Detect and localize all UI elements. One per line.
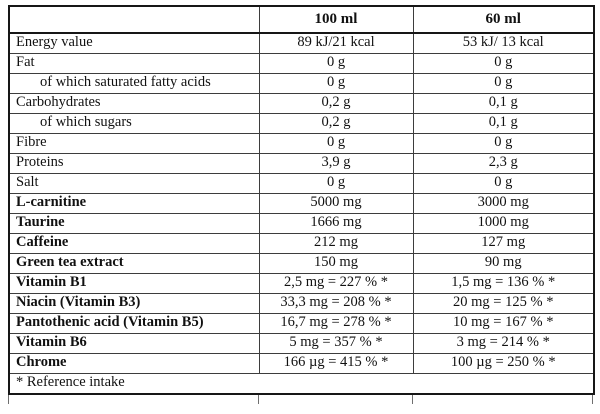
value-60ml: 2,3 g [412,152,595,174]
value-60ml: 0 g [412,172,595,194]
value-60ml: 1,5 mg = 136 % * [412,272,595,294]
table-row: Green tea extract 150 mg 90 mg [8,252,595,274]
row-label: Taurine [8,212,260,234]
table-row: Carbohydrates 0,2 g 0,1 g [8,92,595,114]
nutrition-table: 100 ml 60 ml Energy value 89 kJ/21 kcal 53… [8,5,595,395]
header-row: 100 ml 60 ml [8,5,595,34]
value-60ml: 0 g [412,132,595,154]
table-border-stub [258,395,259,404]
header-cell-blank [8,5,260,34]
table-footer: * Reference intake [8,372,595,395]
value-60ml: 3 mg = 214 % * [412,332,595,354]
row-label: Pantothenic acid (Vitamin B5) [8,312,260,334]
value-100ml: 0 g [258,132,414,154]
value-100ml: 5000 mg [258,192,414,214]
row-label: Niacin (Vitamin B3) [8,292,260,314]
table-border-stub [8,395,9,404]
header-cell-100ml: 100 ml [258,5,414,34]
row-label: Carbohydrates [8,92,260,114]
table-border-stub [592,395,593,404]
value-100ml: 33,3 mg = 208 % * [258,292,414,314]
row-label: Salt [8,172,260,194]
row-label: Proteins [8,152,260,174]
value-100ml: 16,7 mg = 278 % * [258,312,414,334]
value-100ml: 212 mg [258,232,414,254]
nutrition-table-container: 100 ml 60 ml Energy value 89 kJ/21 kcal 53… [8,5,595,404]
value-60ml: 90 mg [412,252,595,274]
row-label: Green tea extract [8,252,260,274]
value-100ml: 1666 mg [258,212,414,234]
value-60ml: 1000 mg [412,212,595,234]
table-row: of which sugars 0,2 g 0,1 g [8,112,595,134]
value-60ml: 3000 mg [412,192,595,214]
value-60ml: 20 mg = 125 % * [412,292,595,314]
table-row: Energy value 89 kJ/21 kcal 53 kJ/ 13 kcal [8,32,595,54]
reference-intake-note: * Reference intake [8,372,595,395]
row-label: Chrome [8,352,260,374]
row-label: Energy value [8,32,260,54]
table-row: Caffeine 212 mg 127 mg [8,232,595,254]
table-border-stub [412,395,413,404]
value-60ml: 100 µg = 250 % * [412,352,595,374]
table-row: Proteins 3,9 g 2,3 g [8,152,595,174]
value-100ml: 2,5 mg = 227 % * [258,272,414,294]
value-60ml: 127 mg [412,232,595,254]
value-60ml: 0 g [412,72,595,94]
table-row: Vitamin B6 5 mg = 357 % * 3 mg = 214 % * [8,332,595,354]
row-label: of which saturated fatty acids [8,72,260,94]
value-100ml: 0 g [258,172,414,194]
nutrition-rows: Energy value 89 kJ/21 kcal 53 kJ/ 13 kcal F… [8,32,595,374]
table-row: L-carnitine 5000 mg 3000 mg [8,192,595,214]
table-row: Vitamin B1 2,5 mg = 227 % * 1,5 mg = 136 %… [8,272,595,294]
table-row: Niacin (Vitamin B3) 33,3 mg = 208 % * 20 m… [8,292,595,314]
value-100ml: 0,2 g [258,92,414,114]
value-100ml: 5 mg = 357 % * [258,332,414,354]
value-60ml: 10 mg = 167 % * [412,312,595,334]
value-60ml: 0 g [412,52,595,74]
table-row: Chrome 166 µg = 415 % * 100 µg = 250 % * [8,352,595,374]
row-label: of which sugars [8,112,260,134]
footer-row: * Reference intake [8,372,595,395]
row-label: L-carnitine [8,192,260,214]
value-100ml: 0,2 g [258,112,414,134]
row-label: Caffeine [8,232,260,254]
table-header: 100 ml 60 ml [8,5,595,34]
value-100ml: 89 kJ/21 kcal [258,32,414,54]
value-60ml: 53 kJ/ 13 kcal [412,32,595,54]
value-100ml: 3,9 g [258,152,414,174]
table-row: Pantothenic acid (Vitamin B5) 16,7 mg = 2… [8,312,595,334]
row-label: Fibre [8,132,260,154]
row-label: Vitamin B1 [8,272,260,294]
value-100ml: 166 µg = 415 % * [258,352,414,374]
value-60ml: 0,1 g [412,92,595,114]
row-label: Vitamin B6 [8,332,260,354]
value-100ml: 0 g [258,52,414,74]
value-60ml: 0,1 g [412,112,595,134]
value-100ml: 150 mg [258,252,414,274]
header-cell-60ml: 60 ml [412,5,595,34]
row-label: Fat [8,52,260,74]
value-100ml: 0 g [258,72,414,94]
table-row: Taurine 1666 mg 1000 mg [8,212,595,234]
